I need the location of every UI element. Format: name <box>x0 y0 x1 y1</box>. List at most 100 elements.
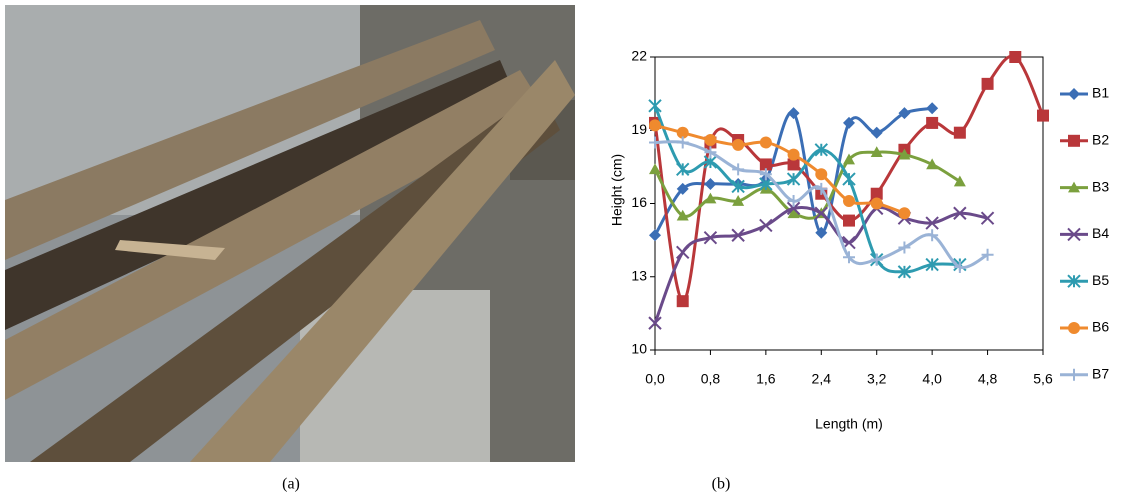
point <box>732 138 745 151</box>
series-line <box>653 105 960 274</box>
point <box>676 126 689 139</box>
legend-label: B7 <box>1092 366 1109 382</box>
point <box>676 295 689 308</box>
x-tick-label: 4,8 <box>978 371 998 387</box>
legend-marker <box>1067 227 1081 242</box>
point <box>843 251 855 264</box>
point <box>843 195 855 208</box>
point <box>649 163 661 175</box>
point <box>732 195 745 206</box>
point <box>787 195 800 208</box>
point <box>704 192 717 204</box>
point <box>814 206 828 220</box>
legend-label: B4 <box>1092 225 1109 241</box>
point <box>1009 51 1022 63</box>
point <box>703 230 718 245</box>
point <box>676 162 690 177</box>
point <box>870 146 883 158</box>
point <box>898 107 911 120</box>
point <box>925 216 939 230</box>
caption: (b) <box>712 476 731 493</box>
point <box>704 134 717 147</box>
legend-label: B5 <box>1092 272 1109 288</box>
point <box>1037 109 1049 122</box>
point <box>704 177 717 190</box>
caption: (a) <box>282 476 300 493</box>
series-line <box>654 140 989 269</box>
legend-label: B1 <box>1092 85 1109 101</box>
point <box>926 102 939 115</box>
point <box>731 179 745 194</box>
point <box>732 163 745 176</box>
x-axis-title: Length (m) <box>815 416 883 432</box>
legend-label: B2 <box>1092 132 1109 148</box>
y-tick-label: 19 <box>631 121 647 137</box>
point <box>759 218 773 233</box>
point <box>926 229 939 242</box>
point <box>898 207 911 220</box>
point <box>814 143 828 157</box>
point <box>731 228 745 242</box>
point <box>842 172 856 186</box>
x-tick-label: 5,6 <box>1033 371 1053 387</box>
x-tick-label: 0,8 <box>701 371 721 387</box>
point <box>925 257 939 272</box>
point <box>759 168 772 181</box>
point <box>926 116 939 129</box>
point <box>648 99 662 113</box>
point <box>870 253 883 266</box>
point <box>786 201 801 216</box>
point <box>704 146 717 159</box>
point <box>953 175 966 187</box>
point <box>649 229 661 242</box>
y-tick-label: 10 <box>631 341 647 357</box>
point <box>898 241 911 254</box>
point <box>787 148 800 161</box>
point <box>815 182 828 195</box>
legend-label: B6 <box>1092 319 1109 335</box>
point <box>676 209 689 221</box>
point <box>870 187 883 200</box>
point <box>843 116 855 129</box>
legend-marker <box>1068 181 1080 193</box>
point <box>953 126 966 139</box>
y-tick-label: 22 <box>631 48 647 64</box>
point <box>843 153 855 165</box>
x-tick-label: 0,0 <box>645 371 665 387</box>
legend-marker <box>1067 274 1081 288</box>
point <box>786 172 801 186</box>
point <box>897 265 912 279</box>
point <box>898 148 911 160</box>
point <box>870 197 883 210</box>
point <box>953 206 967 220</box>
y-tick-label: 16 <box>631 194 647 210</box>
photo <box>5 5 575 462</box>
point <box>981 77 994 90</box>
point <box>649 119 661 132</box>
legend-marker <box>1068 322 1080 334</box>
point <box>787 107 800 120</box>
series-line <box>653 54 1045 303</box>
legend-marker <box>1068 368 1080 381</box>
point <box>926 158 939 170</box>
x-tick-label: 4,0 <box>922 371 942 387</box>
y-axis-title: Height (cm) <box>609 154 625 226</box>
legend-label: B3 <box>1092 178 1109 194</box>
x-tick-label: 2,4 <box>812 371 832 387</box>
point <box>815 226 828 239</box>
point <box>981 248 994 261</box>
series-line <box>654 123 905 215</box>
legend-marker <box>1068 134 1080 147</box>
point <box>815 168 828 181</box>
point <box>759 136 772 149</box>
point <box>676 182 689 195</box>
point <box>787 158 800 171</box>
x-tick-label: 1,6 <box>756 371 776 387</box>
point <box>676 245 690 260</box>
point <box>953 260 966 273</box>
point <box>980 211 995 225</box>
x-tick-label: 3,2 <box>867 371 887 387</box>
point <box>676 136 689 149</box>
point <box>759 158 772 171</box>
point <box>649 136 661 149</box>
